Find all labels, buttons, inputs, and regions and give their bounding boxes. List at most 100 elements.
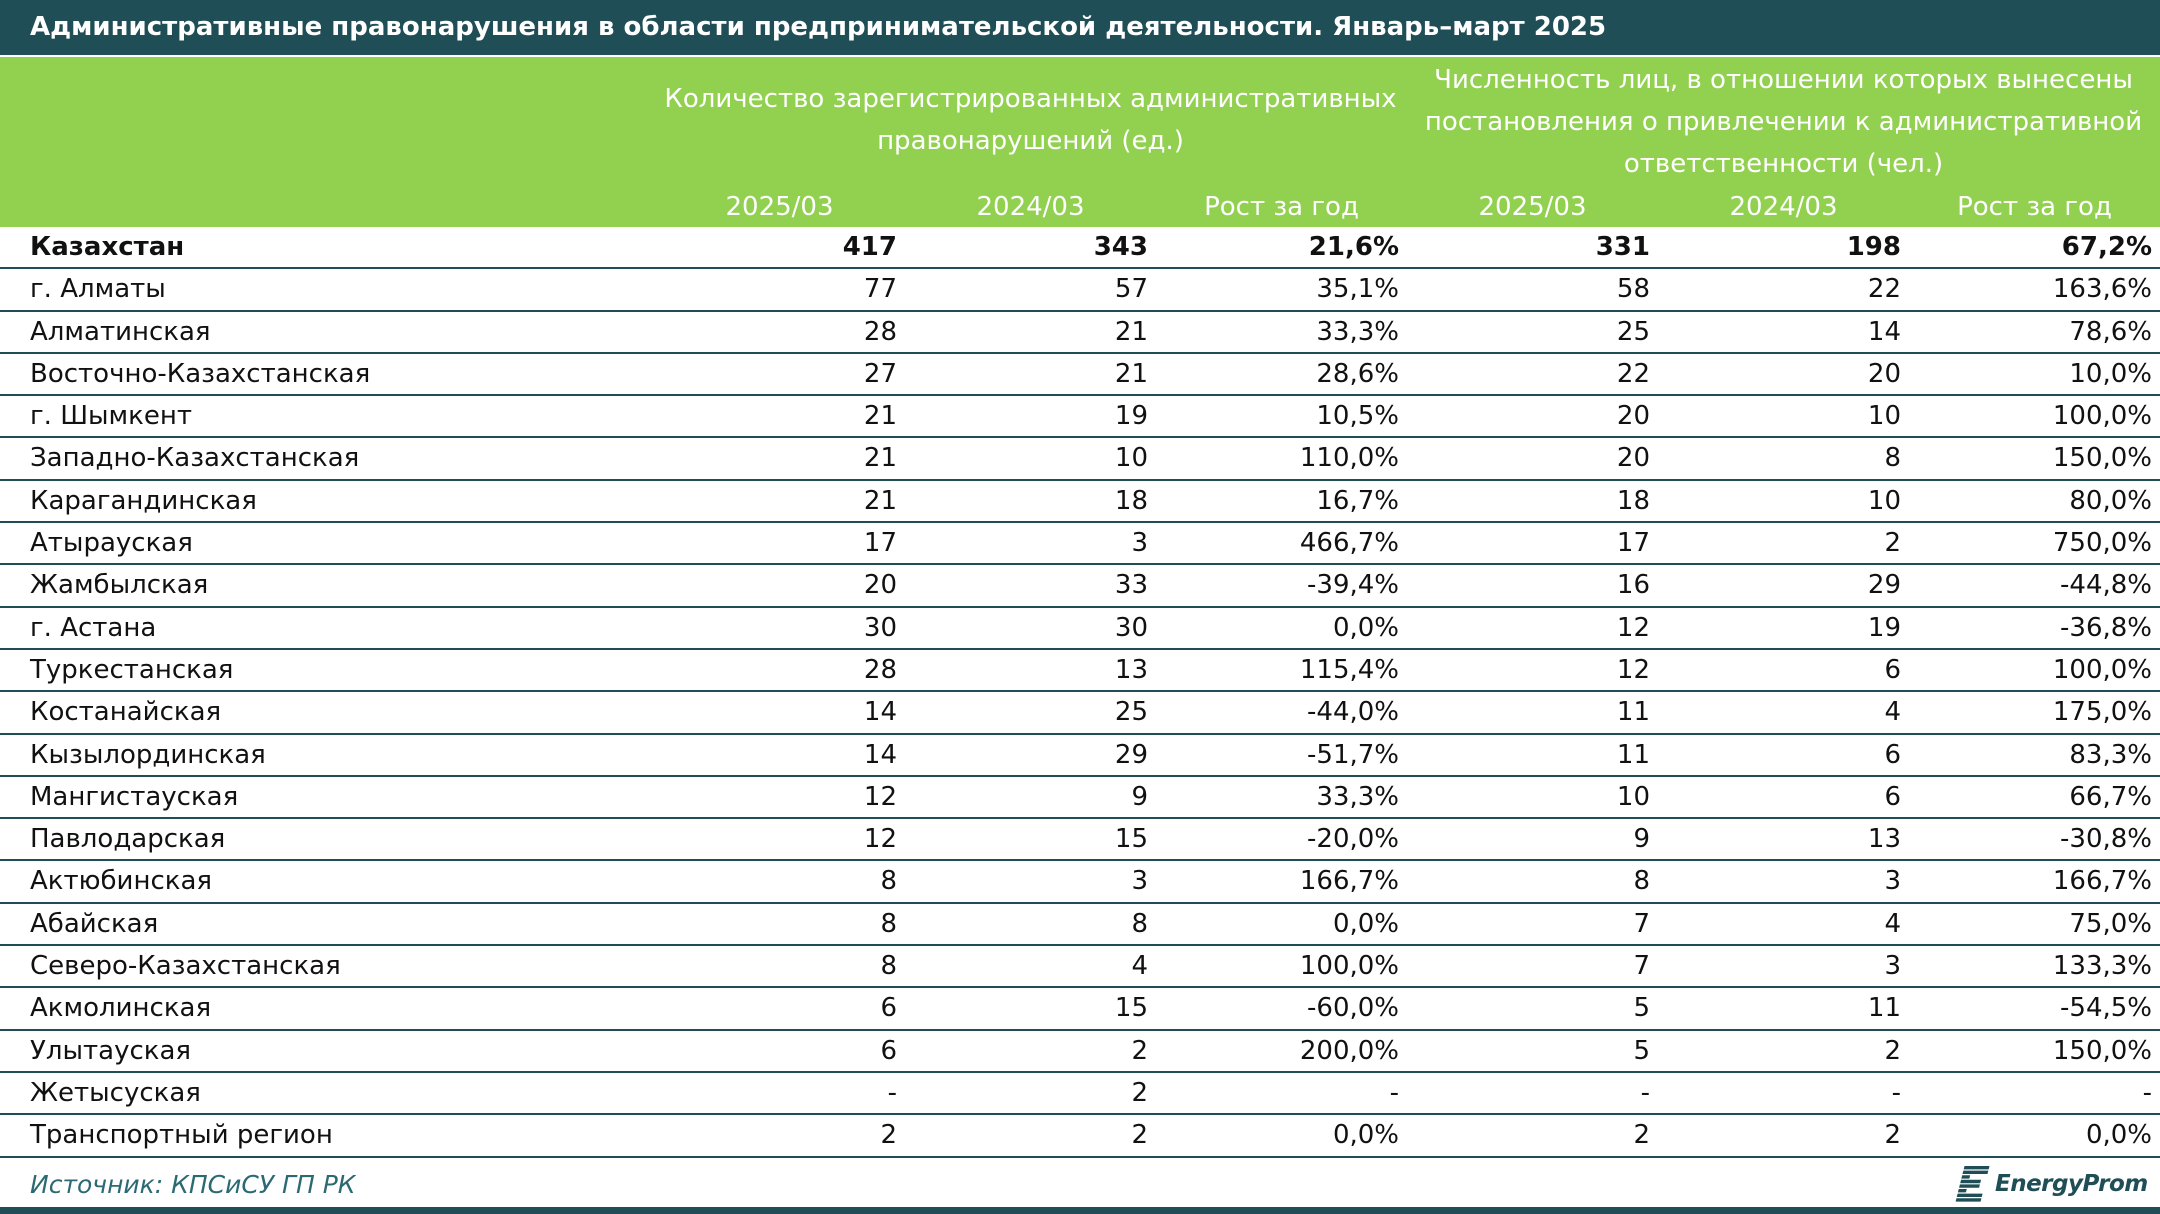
- cell-region: Жетысуская: [30, 1077, 201, 1108]
- cell-registered-2025-03: 20: [863, 570, 897, 601]
- cell-persons-2025-03: 9: [1633, 824, 1650, 855]
- cell-region: Мангистауская: [30, 781, 239, 812]
- cell-registered-2025-03: 21: [863, 485, 897, 516]
- cell-region: Западно-Казахстанская: [30, 443, 360, 474]
- column-group-label-line: постановления о привлечении к администра…: [1424, 107, 2143, 137]
- cell-persons-2025-03: 25: [1616, 316, 1650, 347]
- cell-persons-2024-03: 8: [1884, 443, 1901, 474]
- table-header: Количество зарегистрированных администра…: [0, 57, 2160, 227]
- cell-region: Абайская: [30, 908, 159, 939]
- cell-persons-2025-03: 16: [1616, 570, 1650, 601]
- table-row: Жетысуская - 2 - - - -: [0, 1073, 2160, 1116]
- table-row: Актюбинская 8 3 166,7% 8 3 166,7%: [0, 861, 2160, 904]
- cell-registered-2025-03: 8: [880, 908, 897, 939]
- cell-registered-2025-03: 77: [863, 274, 897, 305]
- cell-persons-2024-03: 19: [1867, 612, 1901, 643]
- table-row: Восточно-Казахстанская 27 21 28,6% 22 20 10,0%: [0, 354, 2160, 397]
- cell-registered-growth: 16,7%: [1316, 485, 1399, 516]
- cell-persons-2024-03: 3: [1884, 951, 1901, 982]
- logo-wordmark: EnergyProm: [1995, 1171, 2148, 1197]
- cell-registered-growth: -60,0%: [1307, 993, 1399, 1024]
- cell-registered-2024-03: 10: [1114, 443, 1148, 474]
- cell-registered-growth: -51,7%: [1307, 739, 1399, 770]
- cell-persons-2025-03: 18: [1616, 485, 1650, 516]
- column-group-label-line: ответственности (чел.): [1623, 149, 1944, 179]
- cell-persons-2025-03: 2: [1633, 1120, 1650, 1151]
- cell-region: Кызылординская: [30, 739, 266, 770]
- cell-persons-growth: 75,0%: [2069, 908, 2152, 939]
- cell-persons-growth: -36,8%: [2060, 612, 2152, 643]
- table-row: Западно-Казахстанская 21 10 110,0% 20 8 150,0%: [0, 438, 2160, 481]
- cell-persons-2024-03: 20: [1867, 358, 1901, 389]
- cell-persons-2024-03: 13: [1867, 824, 1901, 855]
- cell-persons-2024-03: 6: [1884, 739, 1901, 770]
- cell-registered-2024-03: 2: [1131, 1035, 1148, 1066]
- cell-persons-2024-03: 11: [1867, 993, 1901, 1024]
- cell-region: Транспортный регион: [30, 1120, 333, 1151]
- cell-registered-2025-03: 2: [880, 1120, 897, 1151]
- table-row: Кызылординская 14 29 -51,7% 11 6 83,3%: [0, 735, 2160, 777]
- cell-registered-growth: 100,0%: [1299, 951, 1399, 982]
- cell-persons-growth: 67,2%: [2061, 232, 2152, 262]
- cell-registered-2024-03: 57: [1114, 274, 1148, 305]
- cell-persons-2024-03: 29: [1867, 570, 1901, 601]
- cell-persons-growth: 163,6%: [2052, 274, 2152, 305]
- cell-persons-2025-03: 8: [1633, 866, 1650, 897]
- cell-registered-2025-03: 12: [863, 824, 897, 855]
- cell-registered-growth: 200,0%: [1299, 1035, 1399, 1066]
- column-group-persons-penalized: Численность лиц, в отношении которых вын…: [1407, 59, 2160, 185]
- cell-registered-2024-03: 21: [1114, 316, 1148, 347]
- cell-persons-2025-03: 331: [1595, 232, 1650, 262]
- cell-registered-growth: 35,1%: [1316, 274, 1399, 305]
- cell-region: Туркестанская: [30, 654, 234, 685]
- cell-persons-growth: -54,5%: [2060, 993, 2152, 1024]
- table-row: Костанайская 14 25 -44,0% 11 4 175,0%: [0, 692, 2160, 735]
- table-row: г. Алматы 77 57 35,1% 58 22 163,6%: [0, 269, 2160, 312]
- cell-registered-growth: 166,7%: [1299, 866, 1399, 897]
- cell-region: Павлодарская: [30, 824, 226, 855]
- cell-registered-2024-03: 33: [1114, 570, 1148, 601]
- table-row: Северо-Казахстанская 8 4 100,0% 7 3 133,3%: [0, 946, 2160, 989]
- cell-registered-2024-03: 18: [1114, 485, 1148, 516]
- table-row: Атырауская 17 3 466,7% 17 2 750,0%: [0, 523, 2160, 566]
- cell-registered-growth: 466,7%: [1299, 528, 1399, 559]
- cell-registered-2025-03: 12: [863, 781, 897, 812]
- cell-persons-2024-03: 10: [1867, 485, 1901, 516]
- cell-region: Северо-Казахстанская: [30, 951, 341, 982]
- table-row: Абайская 8 8 0,0% 7 4 75,0%: [0, 904, 2160, 947]
- cell-persons-2025-03: 12: [1616, 654, 1650, 685]
- cell-persons-2025-03: 11: [1616, 697, 1650, 728]
- cell-registered-2025-03: 417: [842, 232, 897, 262]
- source-note: Источник: КПСиСУ ГП РК: [30, 1170, 356, 1199]
- cell-registered-growth: -39,4%: [1307, 570, 1399, 601]
- cell-persons-2024-03: 2: [1884, 1120, 1901, 1151]
- cell-registered-2025-03: 21: [863, 401, 897, 432]
- cell-persons-2024-03: 6: [1884, 654, 1901, 685]
- cell-registered-growth: 0,0%: [1332, 908, 1399, 939]
- table-row: Жамбылская 20 33 -39,4% 16 29 -44,8%: [0, 565, 2160, 608]
- cell-region: г. Шымкент: [30, 401, 192, 432]
- cell-registered-2024-03: 25: [1114, 697, 1148, 728]
- cell-persons-2024-03: 3: [1884, 866, 1901, 897]
- cell-registered-growth: -44,0%: [1307, 697, 1399, 728]
- cell-registered-2025-03: -: [887, 1077, 897, 1108]
- cell-registered-2024-03: 30: [1114, 612, 1148, 643]
- table-row: г. Астана 30 30 0,0% 12 19 -36,8%: [0, 608, 2160, 650]
- cell-registered-2024-03: 13: [1114, 654, 1148, 685]
- cell-persons-2025-03: -: [1640, 1077, 1650, 1108]
- cell-persons-growth: 66,7%: [2069, 781, 2152, 812]
- subheader-registered-growth: Рост за год: [1204, 192, 1359, 222]
- cell-persons-2025-03: 17: [1616, 528, 1650, 559]
- cell-persons-2024-03: 198: [1846, 232, 1901, 262]
- cell-persons-growth: 100,0%: [2052, 654, 2152, 685]
- cell-persons-2024-03: 4: [1884, 697, 1901, 728]
- cell-persons-2024-03: 2: [1884, 1035, 1901, 1066]
- cell-persons-growth: -: [2142, 1077, 2152, 1108]
- column-subheaders: 2025/03 2024/03 Рост за год 2025/03 2024…: [654, 187, 2160, 227]
- cell-registered-2024-03: 2: [1131, 1120, 1148, 1151]
- cell-persons-growth: 0,0%: [2085, 1120, 2152, 1151]
- energyprom-logo: EnergyProm: [1954, 1164, 2148, 1204]
- cell-persons-growth: 78,6%: [2069, 316, 2152, 347]
- table-row: Карагандинская 21 18 16,7% 18 10 80,0%: [0, 481, 2160, 524]
- cell-persons-growth: 150,0%: [2052, 1035, 2152, 1066]
